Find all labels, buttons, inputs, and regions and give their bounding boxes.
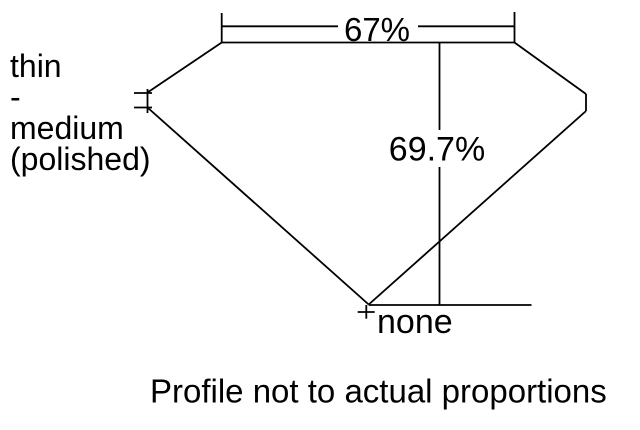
girdle-label-line-4: (polished) — [10, 141, 151, 177]
crown-left-line — [146, 41, 223, 94]
depth-label-mask — [386, 130, 488, 167]
total-depth-percent-label: 69.7% — [389, 131, 485, 169]
footnote-text: Profile not to actual proportions — [150, 373, 607, 410]
culet-label: none — [377, 303, 453, 341]
table-label-mask — [338, 13, 418, 40]
table-width-percent-label: 67% — [344, 11, 410, 48]
girdle-label-line-3: medium — [10, 110, 124, 146]
girdle-label-line-1: thin — [10, 48, 62, 84]
pavilion-right-line — [368, 110, 587, 306]
girdle-label-line-2: - — [10, 79, 21, 115]
pavilion-left-line — [146, 106, 370, 306]
crown-right-line — [513, 41, 587, 95]
